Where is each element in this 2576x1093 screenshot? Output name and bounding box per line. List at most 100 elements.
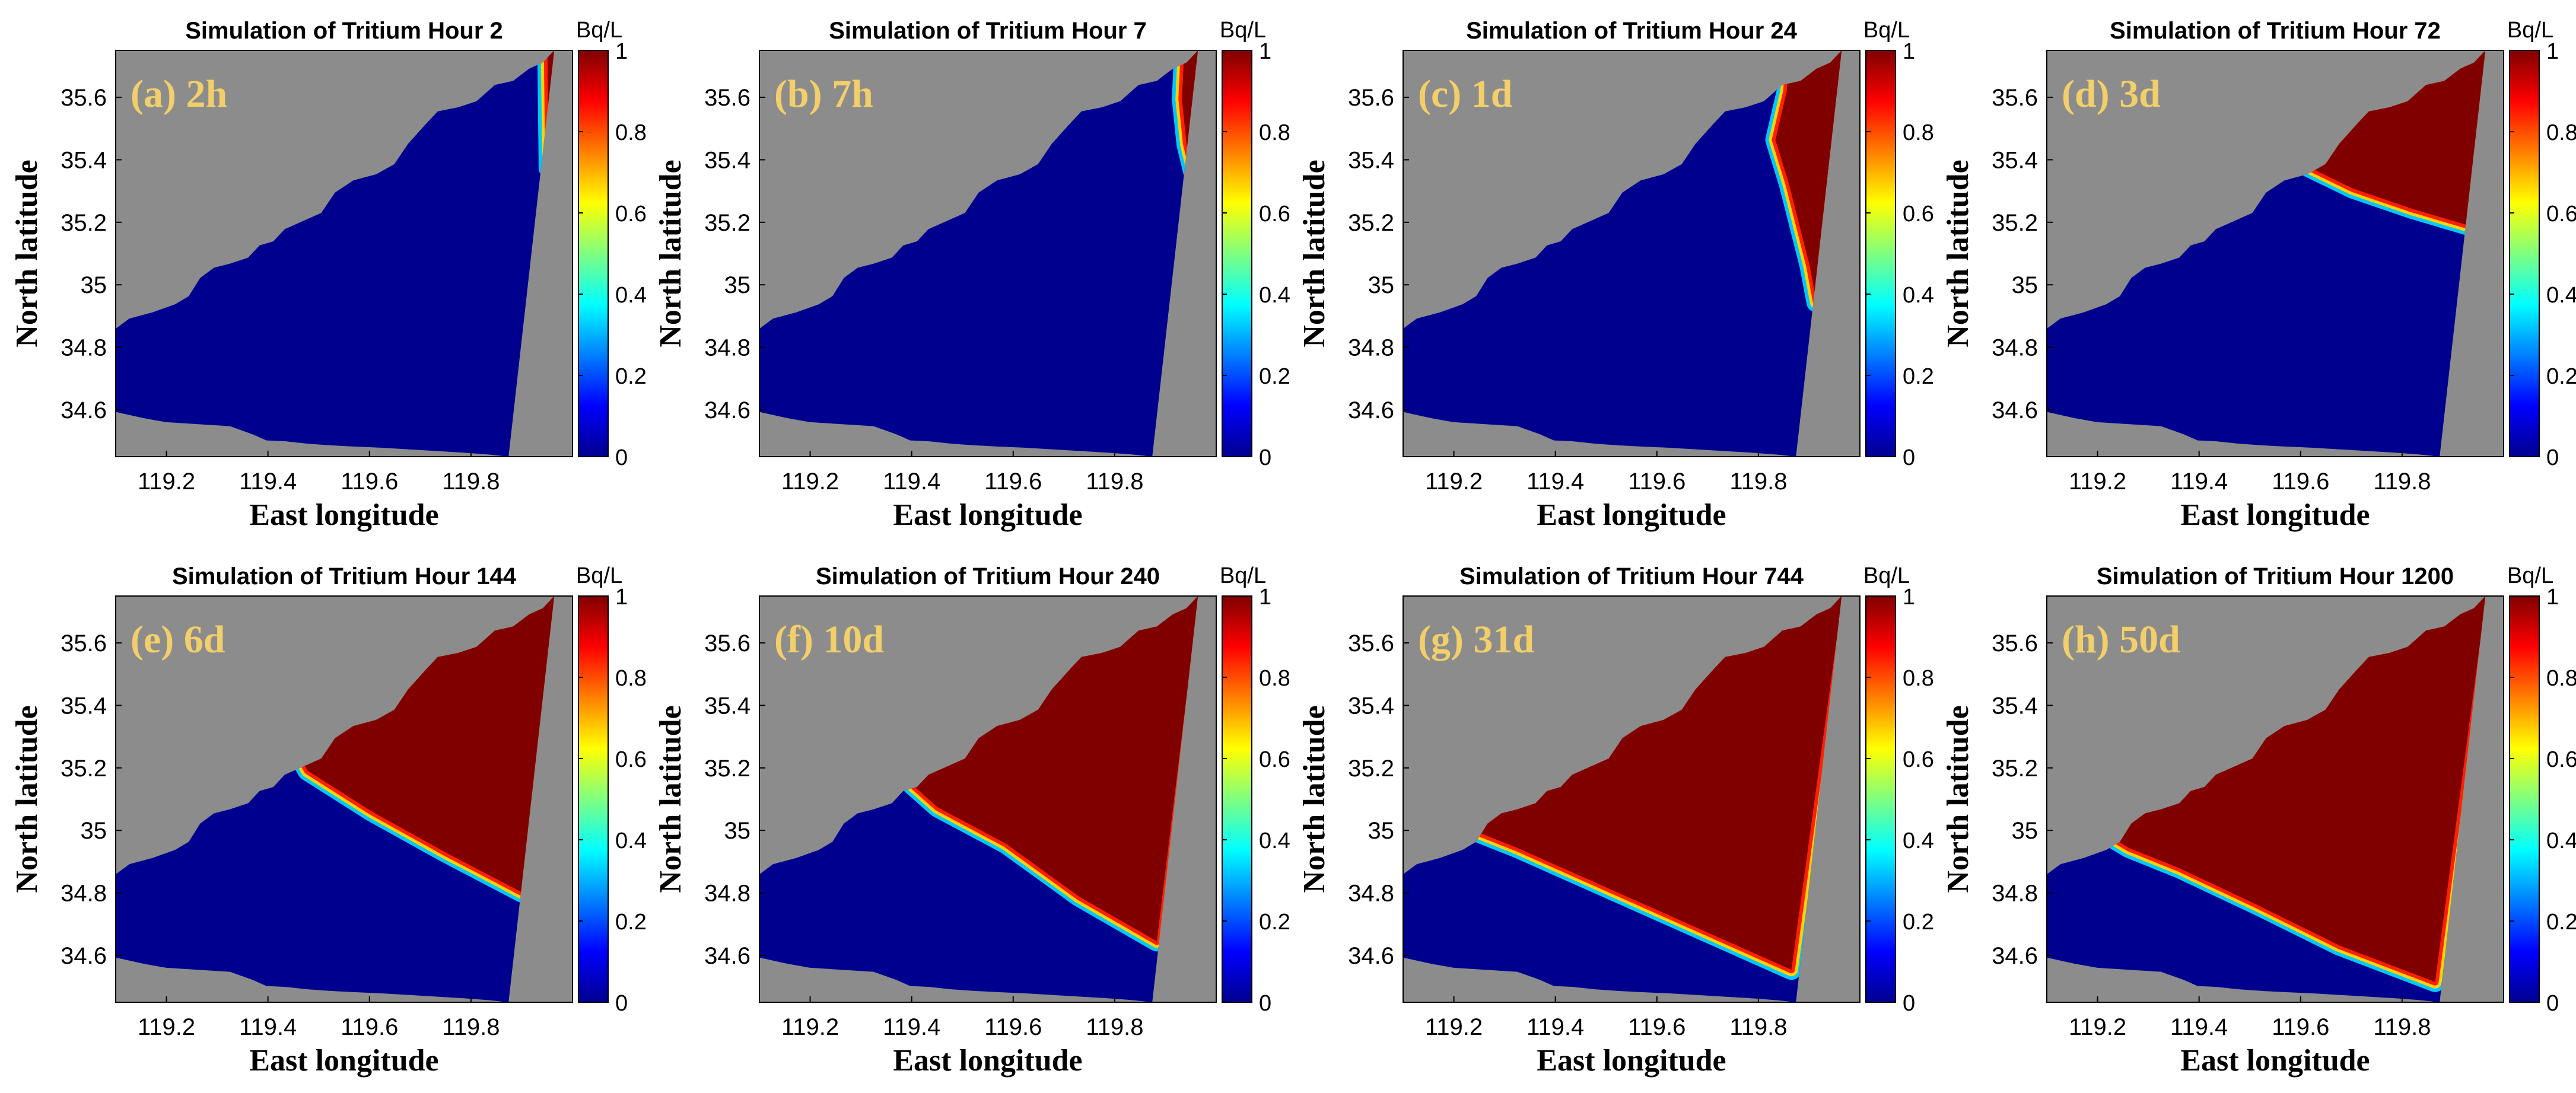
y-tick-label: 35.6 bbox=[704, 630, 750, 657]
y-tick-label: 35 bbox=[724, 272, 751, 298]
x-axis-label: East longitude bbox=[893, 1044, 1082, 1078]
y-tick-label: 35 bbox=[81, 272, 107, 298]
axes-frame bbox=[115, 595, 573, 1003]
y-tick-label: 35.4 bbox=[704, 693, 750, 719]
x-tick-label: 119.8 bbox=[1086, 1014, 1143, 1040]
chart-panel-1: Simulation of Tritium Hour 7 34.6 34.8 35 35… bbox=[654, 18, 1290, 532]
colorbar-tick-label: 0.6 bbox=[2546, 202, 2576, 227]
panel-label: (f) 10d bbox=[774, 618, 884, 661]
colorbar-tick-label: 0.8 bbox=[1259, 120, 1290, 145]
colorbar bbox=[2509, 595, 2540, 1003]
colorbar-unit: Bq/L bbox=[1863, 563, 1910, 588]
colorbar-tick-label: 0.6 bbox=[1259, 202, 1290, 227]
colorbar-tick-label: 0.2 bbox=[615, 364, 647, 389]
x-tick-label: 119.8 bbox=[1086, 469, 1143, 495]
y-tick-label: 35.6 bbox=[1992, 630, 2038, 657]
chart-panel-7: Simulation of Tritium Hour 1200 34.6 34.8 3… bbox=[1941, 563, 2576, 1078]
colorbar-tick-label: 0.8 bbox=[1259, 666, 1290, 691]
axes-frame bbox=[1403, 50, 1861, 457]
y-tick-label: 35 bbox=[1368, 272, 1395, 298]
colorbar-tick-label: 0 bbox=[2546, 445, 2559, 470]
panel-label: (c) 1d bbox=[1418, 72, 1512, 116]
y-tick-label: 35.4 bbox=[1992, 147, 2038, 173]
x-tick-label: 119.6 bbox=[2272, 1014, 2329, 1040]
axes-frame bbox=[115, 50, 573, 457]
colorbar-tick-label: 0.4 bbox=[1903, 828, 1934, 853]
y-tick-label: 35.2 bbox=[1992, 756, 2038, 782]
x-tick-label: 119.6 bbox=[341, 1014, 398, 1040]
colorbar bbox=[578, 595, 609, 1003]
chart-panel-5: Simulation of Tritium Hour 240 34.6 34.8 35… bbox=[654, 563, 1290, 1078]
sea-area bbox=[116, 50, 555, 457]
colorbar bbox=[1222, 595, 1252, 1003]
chart-panel-0: Simulation of Tritium Hour 2 34.6 34.8 35 35… bbox=[10, 18, 647, 532]
x-tick-label: 119.4 bbox=[883, 469, 940, 495]
y-tick-label: 34.8 bbox=[61, 881, 107, 907]
plume-group bbox=[1765, 50, 1842, 313]
y-tick-label: 35.6 bbox=[1348, 630, 1394, 657]
x-tick-label: 119.8 bbox=[442, 469, 500, 495]
axes-frame bbox=[1403, 595, 1861, 1003]
colorbar-unit: Bq/L bbox=[1863, 18, 1910, 43]
y-tick-label: 35.2 bbox=[1348, 210, 1394, 236]
colorbar-tick-label: 0 bbox=[1259, 445, 1271, 470]
x-tick-label: 119.8 bbox=[1729, 1014, 1787, 1040]
y-tick-label: 35.6 bbox=[61, 630, 107, 657]
x-tick-label: 119.6 bbox=[341, 469, 398, 495]
y-tick-label: 34.8 bbox=[1992, 881, 2038, 907]
x-tick-label: 119.6 bbox=[2272, 469, 2329, 495]
x-axis-label: East longitude bbox=[249, 498, 438, 532]
colorbar-tick-label: 1 bbox=[1903, 39, 1915, 64]
colorbar-tick-label: 0 bbox=[615, 445, 628, 470]
y-tick-label: 35 bbox=[2012, 272, 2038, 298]
y-tick-label: 34.8 bbox=[1992, 335, 2038, 361]
x-tick-label: 119.2 bbox=[138, 1014, 195, 1040]
colorbar-tick-label: 1 bbox=[1259, 39, 1271, 64]
y-tick-label: 34.6 bbox=[1348, 943, 1394, 969]
x-tick-label: 119.2 bbox=[781, 469, 839, 495]
y-tick-label: 34.6 bbox=[1348, 397, 1394, 423]
colorbar-tick-label: 0.2 bbox=[1903, 910, 1934, 935]
colorbar-tick-label: 1 bbox=[2546, 39, 2559, 64]
y-axis-label: North latitude bbox=[654, 160, 688, 347]
chart-panel-6: Simulation of Tritium Hour 744 34.6 34.8 35… bbox=[1297, 563, 1934, 1078]
y-tick-label: 34.6 bbox=[61, 397, 107, 423]
colorbar-tick-label: 1 bbox=[1903, 585, 1915, 610]
y-axis-label: North latitude bbox=[1297, 705, 1331, 893]
x-tick-label: 119.2 bbox=[1425, 469, 1483, 495]
colorbar bbox=[1222, 50, 1252, 457]
colorbar-unit: Bq/L bbox=[1220, 18, 1266, 43]
colorbar-tick-label: 0 bbox=[1903, 445, 1915, 470]
y-tick-label: 35 bbox=[1368, 818, 1395, 844]
panel-label: (a) 2h bbox=[131, 72, 227, 116]
x-axis-label: East longitude bbox=[2180, 1044, 2370, 1078]
y-axis-label: North latitude bbox=[1941, 160, 1975, 347]
panel-label: (e) 6d bbox=[131, 618, 225, 661]
y-tick-label: 34.8 bbox=[704, 335, 750, 361]
y-axis-label: North latitude bbox=[10, 160, 44, 347]
y-axis-label: North latitude bbox=[1941, 705, 1975, 893]
colorbar-tick-label: 0.6 bbox=[1259, 747, 1290, 772]
colorbar-tick-label: 0.2 bbox=[2546, 364, 2576, 389]
colorbar-tick-label: 0.8 bbox=[615, 120, 647, 145]
x-tick-label: 119.2 bbox=[138, 469, 195, 495]
chart-title: Simulation of Tritium Hour 744 bbox=[1459, 563, 1804, 589]
x-tick-label: 119.2 bbox=[1425, 1014, 1483, 1040]
x-tick-label: 119.4 bbox=[2170, 1014, 2228, 1040]
y-tick-label: 35.2 bbox=[704, 210, 750, 236]
x-axis-label: East longitude bbox=[1537, 1044, 1726, 1078]
colorbar-tick-label: 0.8 bbox=[1903, 666, 1934, 691]
colorbar-tick-label: 0.2 bbox=[2546, 910, 2576, 935]
colorbar-unit: Bq/L bbox=[2507, 563, 2553, 588]
y-tick-label: 34.6 bbox=[61, 943, 107, 969]
x-tick-label: 119.4 bbox=[1526, 1014, 1584, 1040]
x-tick-label: 119.8 bbox=[1729, 469, 1787, 495]
colorbar bbox=[1865, 595, 1896, 1003]
x-tick-label: 119.4 bbox=[239, 469, 297, 495]
axes-frame bbox=[759, 50, 1217, 457]
x-tick-label: 119.2 bbox=[2069, 1014, 2126, 1040]
y-tick-label: 35.6 bbox=[1992, 85, 2038, 111]
y-tick-label: 34.6 bbox=[1992, 397, 2038, 423]
colorbar-tick-label: 0.6 bbox=[1903, 747, 1934, 772]
x-axis-label: East longitude bbox=[1537, 498, 1726, 532]
